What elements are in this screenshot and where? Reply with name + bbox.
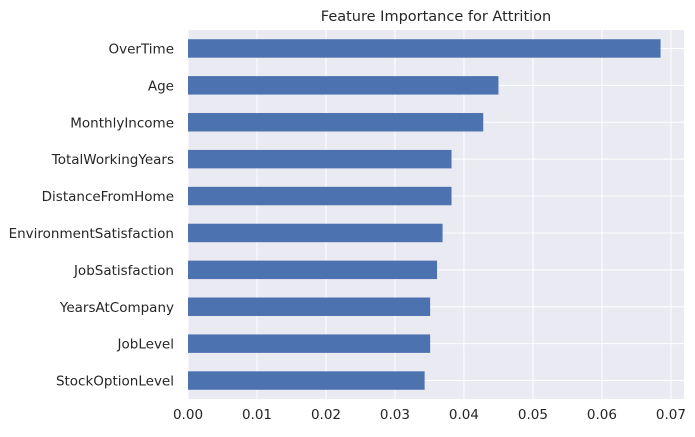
category-label: JobLevel	[117, 337, 174, 353]
x-tick-labels: 0.00 0.01 0.02 0.03 0.04 0.05 0.06 0.07	[173, 407, 686, 423]
category-label: YearsAtCompany	[59, 300, 174, 316]
bar-monthlyincome	[188, 113, 484, 132]
x-tick-label: 0.02	[311, 407, 341, 423]
bar-totalworkingyears	[188, 149, 452, 169]
chart-title: Feature Importance for Attrition	[321, 9, 551, 25]
category-label: OverTime	[108, 41, 174, 57]
category-label: StockOptionLevel	[56, 374, 174, 390]
x-tick-label: 0.07	[656, 407, 686, 423]
x-tick-label: 0.05	[518, 407, 548, 423]
bar-distancefromhome	[188, 186, 452, 206]
category-label: EnvironmentSatisfaction	[9, 226, 174, 242]
x-tick-label: 0.06	[587, 407, 617, 423]
category-label: JobSatisfaction	[73, 263, 174, 279]
bar-joblevel	[188, 334, 431, 353]
category-label: DistanceFromHome	[42, 189, 174, 205]
x-tick-label: 0.01	[242, 407, 272, 423]
x-tick-label: 0.03	[380, 407, 410, 423]
category-label: TotalWorkingYears	[51, 152, 174, 168]
category-labels: OverTime Age MonthlyIncome TotalWorkingYear…	[9, 41, 174, 389]
bar-yearsatcompany	[188, 297, 431, 316]
bar-age	[188, 76, 499, 95]
bar-jobsatisfaction	[188, 260, 438, 280]
x-tick-label: 0.04	[449, 407, 479, 423]
category-label: MonthlyIncome	[70, 115, 174, 131]
x-tick-label: 0.00	[173, 407, 203, 423]
category-label: Age	[148, 78, 174, 94]
bars	[188, 39, 661, 390]
bar-overtime	[188, 39, 661, 58]
bar-environmentsatisfaction	[188, 223, 443, 243]
bar-stockoptionlevel	[188, 371, 425, 390]
